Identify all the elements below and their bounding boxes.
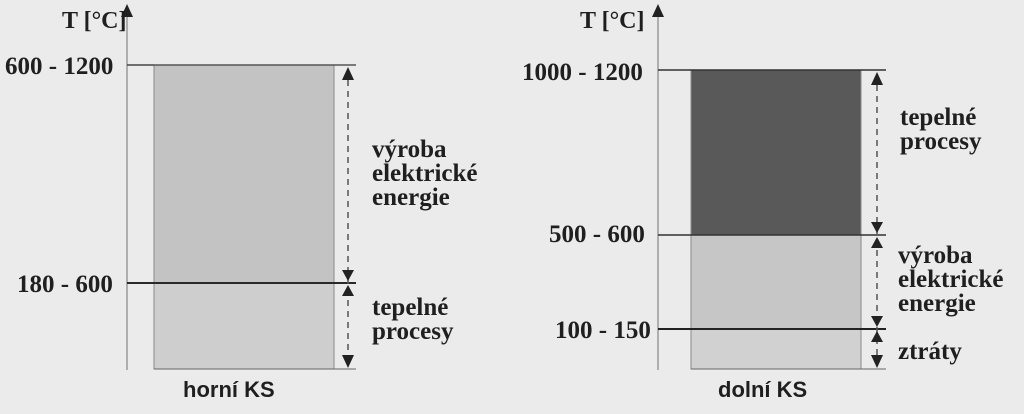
dimension-arrow-left-4-icon (342, 355, 354, 368)
segment-label-line: ztráty (898, 338, 962, 365)
segment-label-right-middle: výroba elektrické energie (898, 242, 1004, 317)
tick-label-left-1: 600 - 1200 (5, 53, 114, 80)
axis-label-right: T [°C] (580, 8, 645, 34)
tick-label-right-2: 500 - 600 (549, 221, 645, 248)
dimension-arrow-right-1-icon (871, 72, 883, 85)
segment-left-bottom (154, 283, 334, 369)
dimension-arrow-left-2-icon (342, 270, 354, 281)
segment-label-right-top: tepelné procesy (900, 104, 982, 155)
axis-label-left: T [°C] (62, 8, 127, 34)
segment-label-line: tepelné (372, 294, 449, 321)
segment-label-line: procesy (372, 318, 454, 345)
dimension-arrow-right-3-icon (871, 237, 883, 248)
segment-right-middle (691, 235, 861, 329)
caption-left: horní KS (183, 377, 275, 402)
segment-left-top (154, 65, 334, 283)
segment-label-line: energie (372, 184, 450, 211)
tick-label-right-1: 1000 - 1200 (522, 59, 643, 86)
dimension-arrow-right-2-icon (871, 222, 883, 233)
segment-label-left-top: výroba elektrické energie (372, 136, 478, 211)
dimension-arrow-right-6-icon (871, 355, 883, 368)
segment-label-line: procesy (900, 128, 982, 155)
caption-right: dolní KS (718, 377, 808, 402)
axis-arrow-right-icon (652, 4, 664, 17)
segment-right-bottom (691, 329, 861, 369)
dimension-arrow-right-5-icon (871, 331, 883, 342)
tick-label-left-2: 180 - 600 (17, 271, 113, 298)
segment-label-right-bottom: ztráty (898, 338, 962, 365)
segment-right-top (691, 70, 861, 235)
axis-arrow-left-icon (121, 4, 133, 17)
segment-label-line: výroba (372, 136, 447, 163)
segment-label-line: elektrické (372, 160, 478, 187)
segment-label-line: elektrické (898, 266, 1004, 293)
dimension-arrow-right-4-icon (871, 316, 883, 327)
tick-label-right-3: 100 - 150 (555, 317, 651, 344)
dimension-arrow-left-1-icon (342, 67, 354, 80)
segment-label-line: energie (898, 290, 976, 317)
segment-label-line: tepelné (900, 104, 977, 131)
segment-label-line: výroba (898, 242, 973, 269)
segment-label-left-bottom: tepelné procesy (372, 294, 454, 345)
dimension-arrow-left-3-icon (342, 285, 354, 296)
